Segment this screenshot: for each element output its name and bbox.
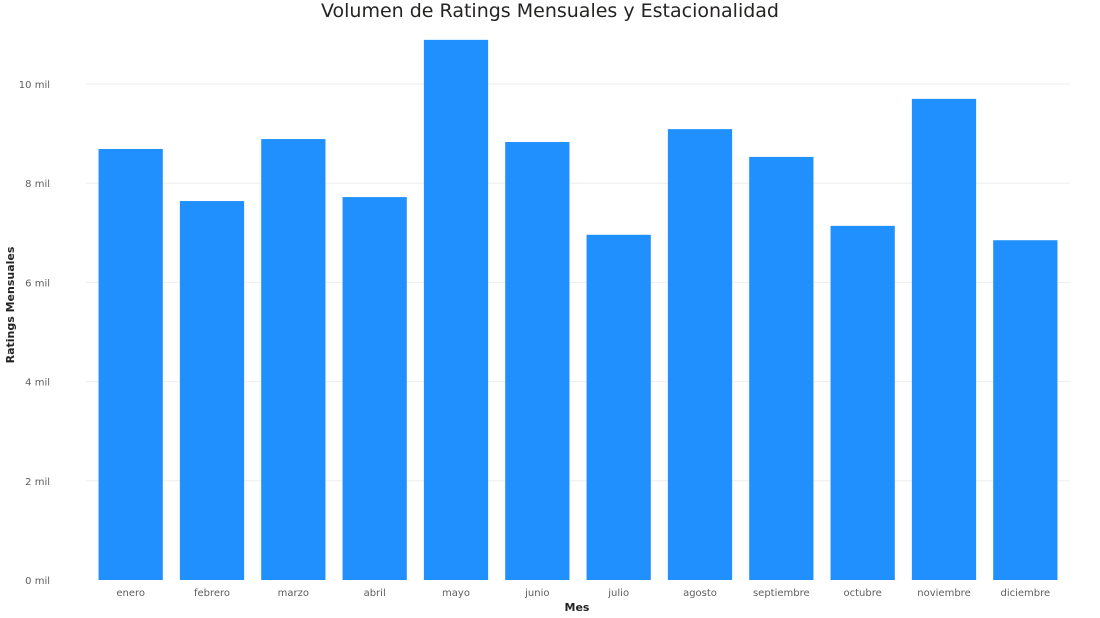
x-tick-label: septiembre	[753, 588, 810, 599]
x-tick-label: diciembre	[1000, 588, 1050, 599]
bar-abril	[342, 197, 407, 580]
chart-title: Volumen de Ratings Mensuales y Estaciona…	[321, 0, 779, 22]
y-tick-label: 4 mil	[25, 378, 50, 389]
y-tick-label: 6 mil	[25, 278, 50, 289]
y-axis-label: Ratings Mensuales	[4, 246, 17, 363]
x-tick-label: mayo	[442, 588, 470, 599]
bar-noviembre	[911, 98, 977, 580]
x-tick-label: noviembre	[917, 588, 970, 599]
bar-agosto	[667, 129, 733, 581]
x-tick-label: octubre	[844, 588, 882, 599]
bar-septiembre	[749, 156, 814, 581]
bar-enero	[98, 148, 163, 580]
x-tick-label: febrero	[194, 588, 230, 599]
bar-febrero	[179, 201, 245, 580]
bar-mayo	[423, 39, 489, 580]
x-tick-label: agosto	[683, 588, 717, 599]
x-tick-label: junio	[524, 588, 549, 599]
y-tick-label: 0 mil	[25, 576, 50, 587]
x-axis-label: Mes	[565, 601, 590, 614]
bar-marzo	[261, 139, 326, 580]
bar-junio	[505, 142, 570, 581]
x-tick-label: julio	[607, 588, 629, 599]
y-tick-label: 2 mil	[25, 477, 50, 488]
bar-julio	[586, 234, 651, 580]
bar-octubre	[830, 225, 895, 580]
x-tick-label: abril	[364, 588, 386, 599]
y-tick-label: 8 mil	[25, 179, 50, 190]
y-tick-label: 10 mil	[19, 80, 50, 91]
bar-diciembre	[993, 240, 1058, 581]
x-tick-label: marzo	[278, 588, 309, 599]
x-tick-label: enero	[116, 588, 145, 599]
